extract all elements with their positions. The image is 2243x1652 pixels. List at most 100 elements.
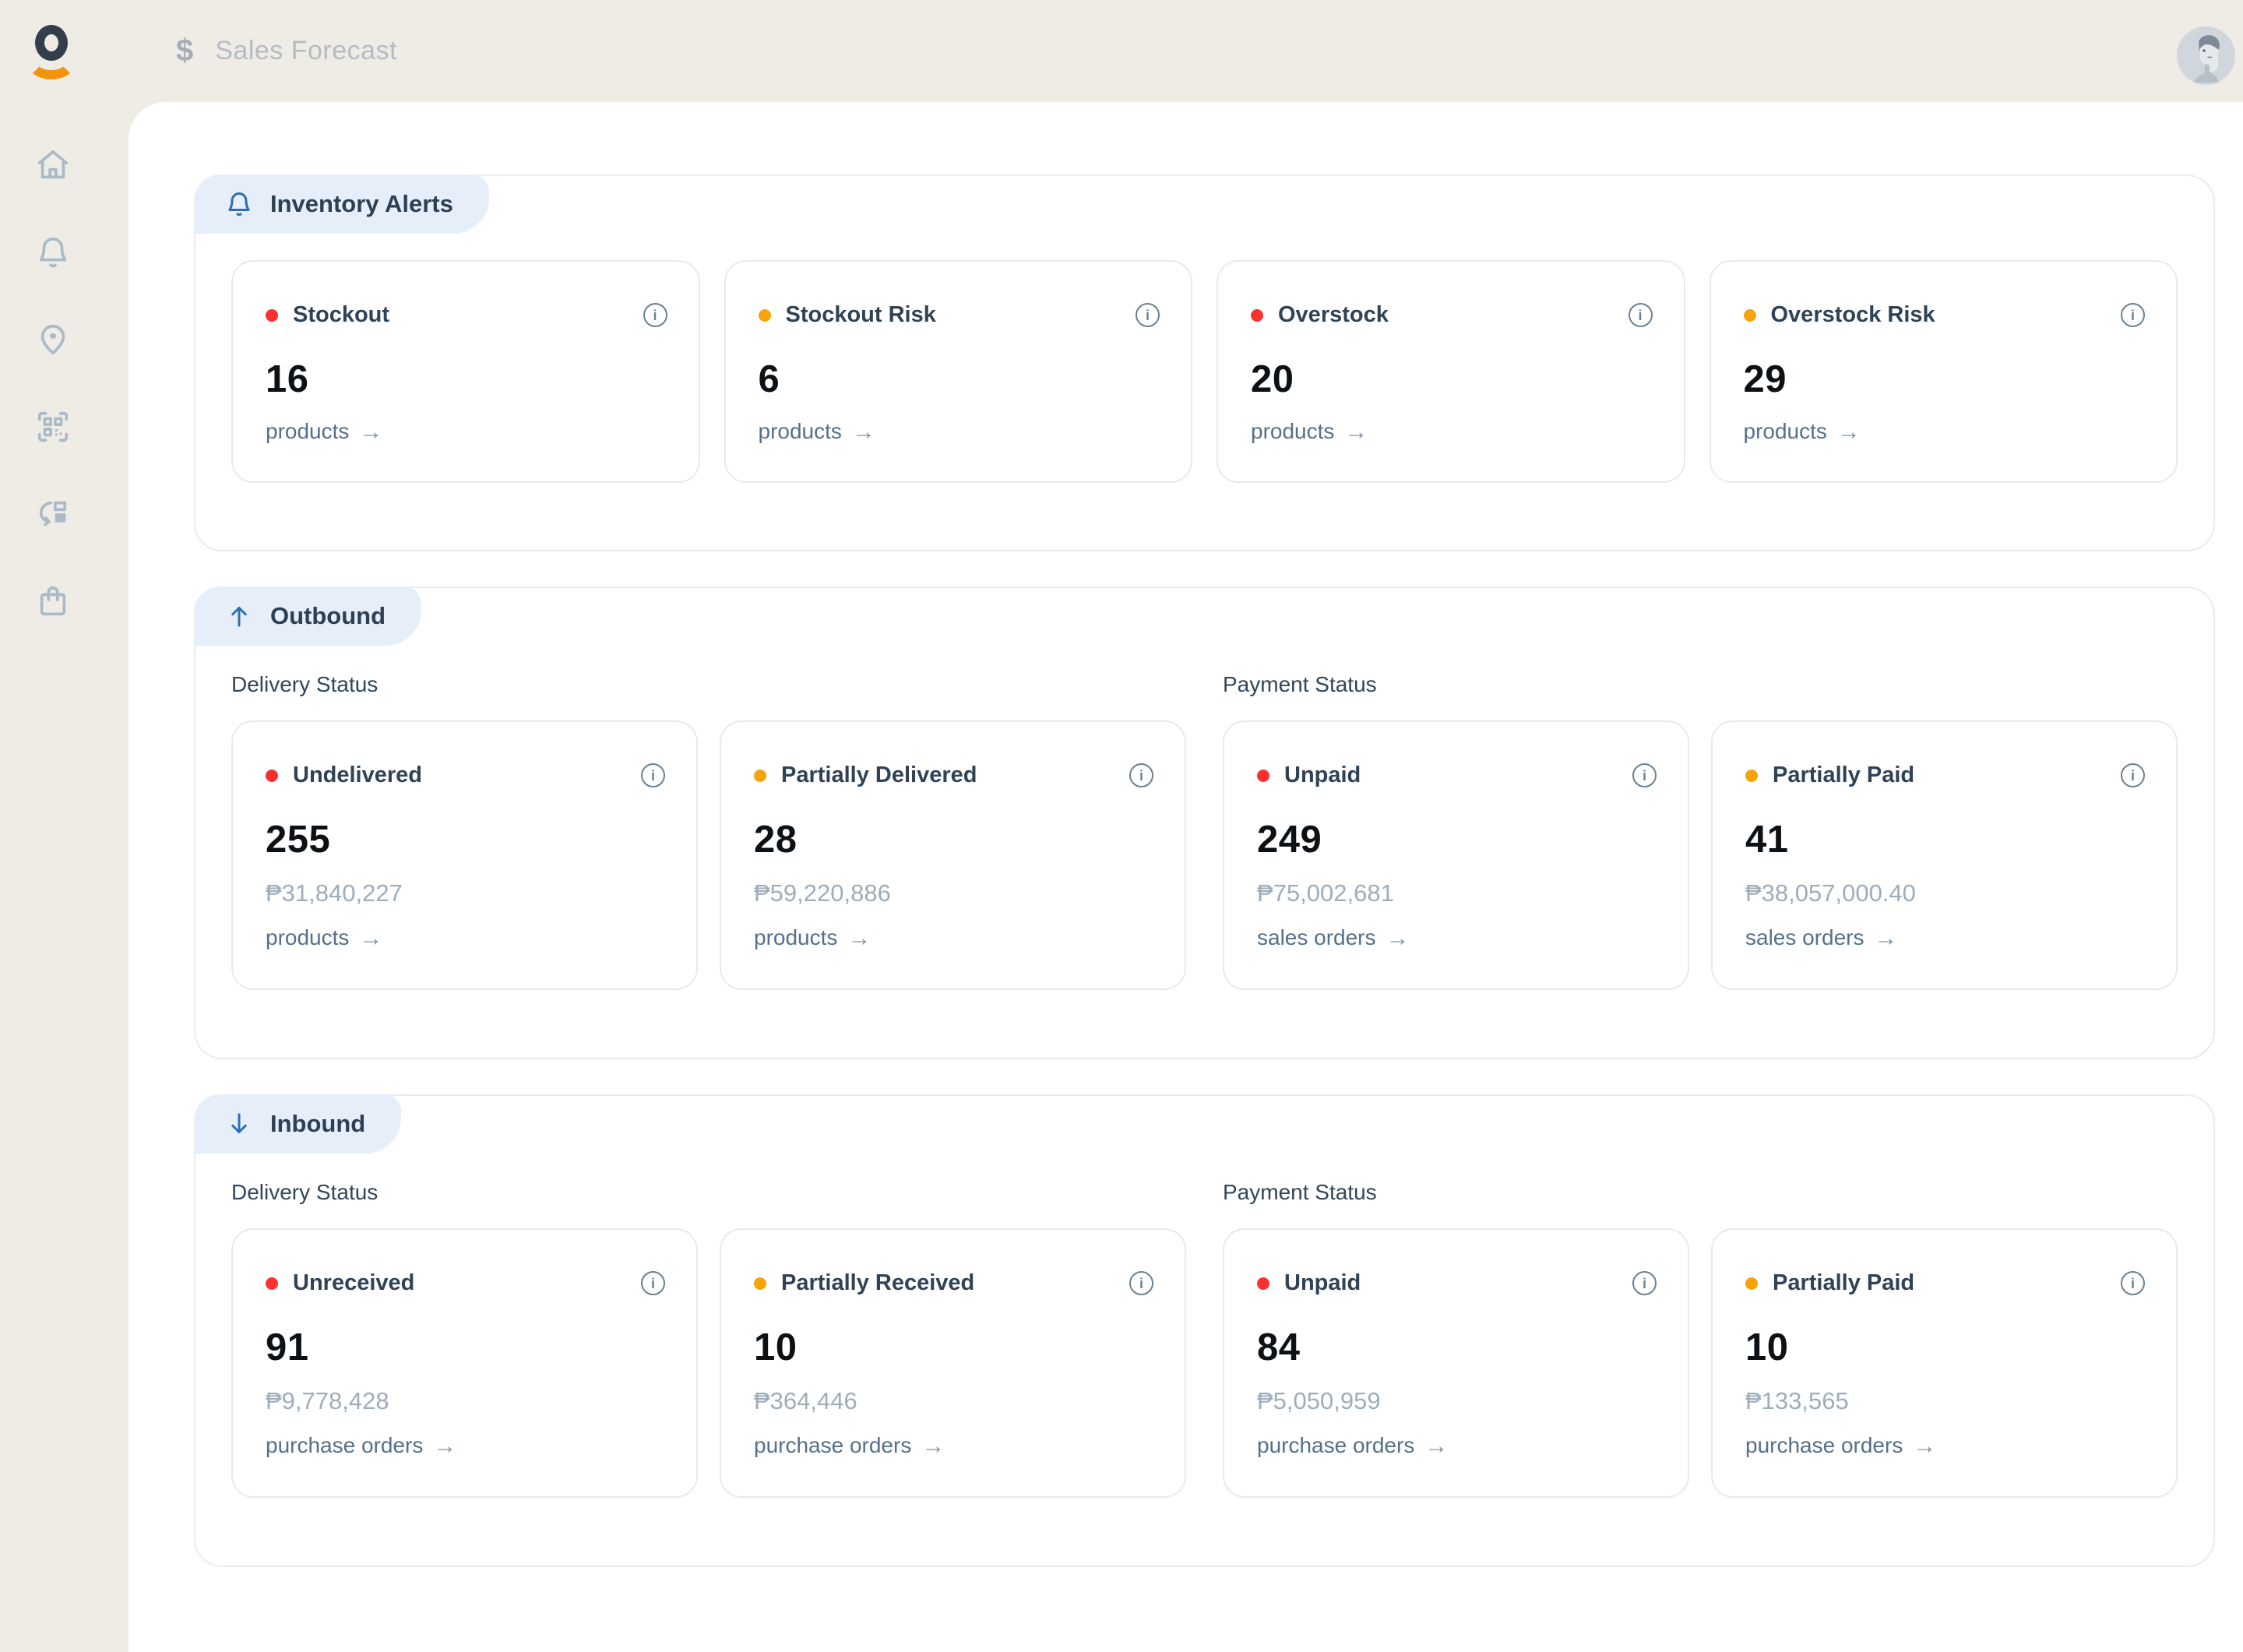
stat-card-unpaid-inbound[interactable]: Unpaid 84 ₱5,050,959 purchase orders xyxy=(1223,1228,1689,1498)
sidebar-nav xyxy=(0,102,129,1449)
arrow-right-icon xyxy=(1386,925,1410,951)
card-link[interactable]: sales orders xyxy=(1257,925,1657,951)
info-icon[interactable] xyxy=(1632,1271,1657,1295)
group-inbound-payment: Payment Status Unpaid 84 ₱5,050,959 p xyxy=(1223,1154,2178,1566)
card-link[interactable]: products xyxy=(266,419,667,445)
home-icon xyxy=(37,150,69,179)
stat-card-overstock-risk[interactable]: Overstock Risk 29 products xyxy=(1709,260,2178,483)
info-icon[interactable] xyxy=(641,763,665,787)
arrow-right-icon xyxy=(921,1433,945,1459)
card-value: 10 xyxy=(1745,1326,1789,1368)
sidebar-item-locations[interactable] xyxy=(0,296,129,383)
card-link[interactable]: products xyxy=(266,925,665,951)
card-label: Stockout Risk xyxy=(785,302,936,327)
status-dot xyxy=(1745,769,1758,782)
card-label: Undelivered xyxy=(293,763,422,787)
sidebar-item-shopping-bag[interactable] xyxy=(0,558,129,645)
status-dot xyxy=(758,308,771,322)
sidebar-item-transfers[interactable] xyxy=(0,470,129,558)
card-link[interactable]: purchase orders xyxy=(1745,1433,2145,1459)
card-value: 20 xyxy=(1251,358,1294,400)
card-value: 41 xyxy=(1745,819,1789,861)
card-amount: ₱9,778,428 xyxy=(266,1387,389,1414)
stat-card-partially-received[interactable]: Partially Received 10 ₱364,446 purchase … xyxy=(720,1228,1186,1498)
stat-card-stockout-risk[interactable]: Stockout Risk 6 products xyxy=(724,260,1192,483)
info-icon[interactable] xyxy=(1129,763,1153,787)
group-heading: Delivery Status xyxy=(231,1180,379,1204)
sidebar-item-barcode-scan[interactable] xyxy=(0,383,129,470)
card-link[interactable]: purchase orders xyxy=(266,1433,665,1459)
info-icon[interactable] xyxy=(641,1271,665,1295)
card-link[interactable]: sales orders xyxy=(1745,925,2145,951)
sidebar-item-notifications[interactable] xyxy=(0,209,129,296)
card-link[interactable]: purchase orders xyxy=(754,1433,1153,1459)
bell-icon xyxy=(39,238,67,268)
card-link[interactable]: purchase orders xyxy=(1257,1433,1657,1459)
info-icon[interactable] xyxy=(1628,303,1653,327)
stat-card-stockout[interactable]: Stockout 16 products xyxy=(231,260,700,483)
status-dot xyxy=(754,1277,766,1290)
stat-card-partially-delivered[interactable]: Partially Delivered 28 ₱59,220,886 produ… xyxy=(720,720,1186,990)
qr-scan-icon xyxy=(37,411,69,442)
card-value: 91 xyxy=(266,1326,309,1368)
arrow-right-icon xyxy=(433,1433,456,1459)
user-avatar[interactable] xyxy=(2177,26,2235,85)
card-link-label: purchase orders xyxy=(1745,1433,1903,1458)
card-link[interactable]: products xyxy=(754,925,1153,951)
status-dot xyxy=(1257,769,1269,782)
group-inbound-delivery: Delivery Status Unreceived 91 ₱9,778,428 xyxy=(231,1154,1186,1566)
card-link-label: products xyxy=(754,925,838,950)
info-icon[interactable] xyxy=(1136,303,1160,327)
card-link[interactable]: products xyxy=(759,419,1160,445)
info-icon[interactable] xyxy=(1632,763,1657,787)
info-icon[interactable] xyxy=(2121,303,2145,327)
card-link-label: sales orders xyxy=(1257,925,1376,950)
card-link-label: products xyxy=(266,419,350,444)
card-link-label: products xyxy=(758,419,842,444)
stat-card-unreceived[interactable]: Unreceived 91 ₱9,778,428 purchase orders xyxy=(231,1228,698,1498)
card-link[interactable]: products xyxy=(1251,419,1653,445)
stat-card-overstock[interactable]: Overstock 20 products xyxy=(1217,260,1685,483)
main-content: Inventory Alerts Stockout 16 products xyxy=(129,102,2243,1652)
card-amount: ₱38,057,000.40 xyxy=(1745,879,1916,907)
stat-card-undelivered[interactable]: Undelivered 255 ₱31,840,227 products xyxy=(231,720,698,990)
card-value: 10 xyxy=(754,1326,798,1368)
arrow-right-icon xyxy=(1913,1433,1936,1459)
card-value: 29 xyxy=(1743,358,1787,400)
card-link-label: products xyxy=(1743,419,1827,444)
card-link[interactable]: products xyxy=(1744,419,2146,445)
card-value: 16 xyxy=(266,358,309,400)
status-dot xyxy=(1257,1277,1269,1290)
app-logo[interactable] xyxy=(26,23,76,79)
stat-card-partially-paid-outbound[interactable]: Partially Paid 41 ₱38,057,000.40 sales o… xyxy=(1711,720,2178,990)
card-value: 6 xyxy=(758,358,780,400)
card-link-label: purchase orders xyxy=(266,1433,424,1458)
group-outbound-delivery: Delivery Status Undelivered 255 ₱31,840,… xyxy=(231,646,1186,1058)
section-inbound: Inbound Delivery Status Unreceived 91 xyxy=(194,1094,2215,1567)
status-dot xyxy=(1251,308,1263,322)
info-icon[interactable] xyxy=(1129,1271,1153,1295)
arrow-down-icon xyxy=(231,1113,247,1133)
info-icon[interactable] xyxy=(643,303,667,327)
stat-card-partially-paid-inbound[interactable]: Partially Paid 10 ₱133,565 purchase orde… xyxy=(1711,1228,2178,1498)
page-title: Sales Forecast xyxy=(215,36,398,65)
stat-card-unpaid-outbound[interactable]: Unpaid 249 ₱75,002,681 sales orders xyxy=(1223,720,1689,990)
info-icon[interactable] xyxy=(2121,763,2145,787)
card-label: Unpaid xyxy=(1284,1270,1361,1295)
info-icon[interactable] xyxy=(2121,1271,2145,1295)
card-amount: ₱31,840,227 xyxy=(266,879,403,907)
card-label: Partially Paid xyxy=(1773,763,1915,787)
section-tab-outbound: Outbound xyxy=(194,586,422,646)
status-dot xyxy=(1745,1277,1758,1290)
sidebar-item-home[interactable] xyxy=(0,122,129,209)
card-label: Partially Received xyxy=(781,1270,975,1295)
arrow-right-icon xyxy=(1344,419,1368,445)
dollar-icon: $ xyxy=(176,33,194,68)
status-dot xyxy=(754,769,766,782)
arrow-right-icon xyxy=(847,925,871,951)
card-label: Overstock xyxy=(1278,302,1389,327)
card-link-label: products xyxy=(266,925,350,950)
arrow-right-icon xyxy=(359,419,382,445)
card-link-label: purchase orders xyxy=(754,1433,912,1458)
card-value: 84 xyxy=(1257,1326,1301,1368)
